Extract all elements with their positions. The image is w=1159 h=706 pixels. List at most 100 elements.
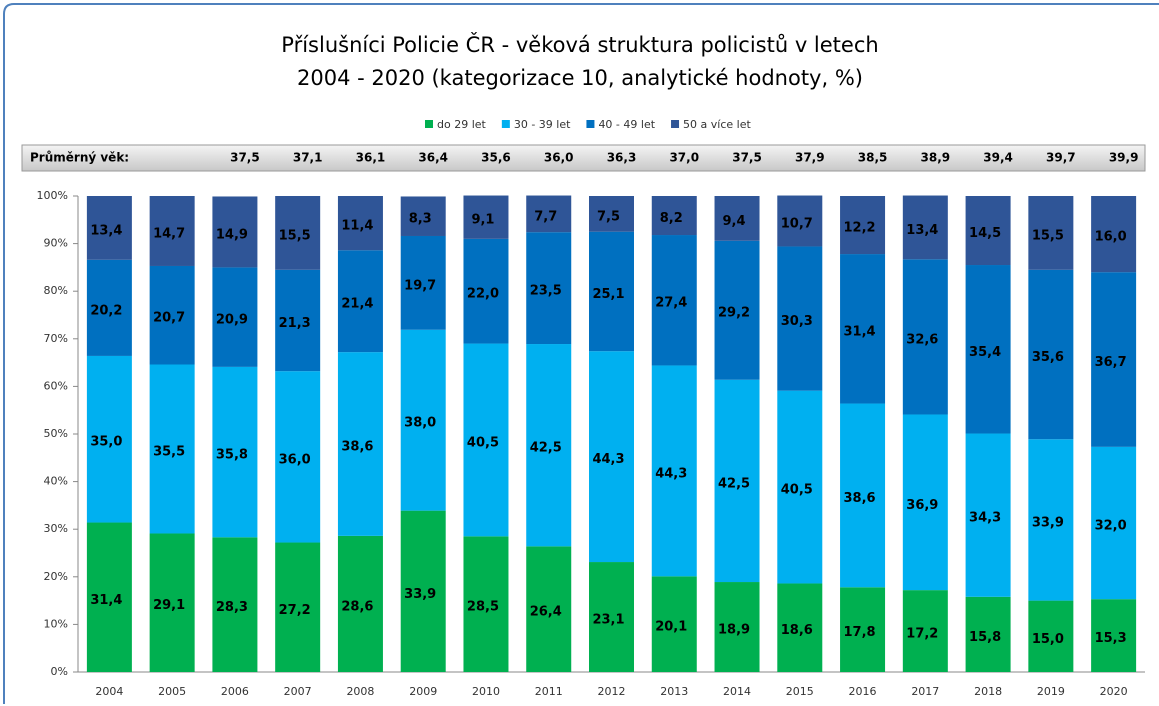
average-age-value: 39,9 — [1109, 151, 1139, 165]
legend-swatch — [425, 120, 433, 128]
x-tick-label: 2020 — [1100, 685, 1128, 698]
data-label: 42,5 — [718, 476, 750, 491]
bar-segment — [965, 196, 1011, 266]
bar-segment — [840, 587, 886, 672]
data-label: 8,2 — [660, 211, 683, 226]
bar-segment — [1091, 272, 1137, 447]
bar-segment — [1091, 599, 1137, 672]
bar-segment — [149, 364, 195, 534]
bar-segment — [902, 259, 948, 415]
legend-swatch — [501, 120, 510, 128]
x-tick-label: 2018 — [974, 685, 1002, 698]
data-label: 28,6 — [341, 599, 373, 614]
bar-segment — [86, 196, 132, 260]
bar-segment — [589, 196, 634, 232]
average-age-value: 36,4 — [418, 151, 448, 165]
bar-segment — [1091, 196, 1137, 273]
x-tick-label: 2017 — [911, 685, 939, 698]
data-label: 9,4 — [723, 214, 746, 229]
bar-segment — [589, 351, 634, 563]
average-age-value: 38,5 — [858, 151, 888, 165]
y-tick-label: 30% — [44, 522, 68, 535]
data-label: 9,1 — [471, 213, 494, 228]
bar-segment — [212, 196, 258, 268]
data-label: 36,7 — [1095, 355, 1127, 370]
bar-segment — [714, 240, 760, 380]
data-label: 15,0 — [1032, 632, 1064, 647]
x-tick-label: 2010 — [472, 685, 500, 698]
data-label: 44,3 — [592, 452, 624, 467]
data-label: 26,4 — [530, 605, 562, 620]
data-label: 15,5 — [279, 228, 311, 243]
y-tick-label: 10% — [44, 617, 68, 630]
data-label: 20,2 — [90, 303, 122, 318]
y-tick-label: 100% — [37, 189, 68, 202]
bar-segment — [400, 510, 446, 672]
data-label: 7,7 — [534, 209, 557, 224]
data-label: 27,4 — [655, 296, 687, 311]
bar-segment — [337, 352, 383, 536]
bar-segment — [149, 265, 195, 365]
data-label: 7,5 — [597, 209, 620, 224]
bar-segment — [714, 582, 760, 672]
average-age-value: 36,1 — [356, 151, 386, 165]
data-label: 21,4 — [341, 297, 373, 312]
data-label: 15,3 — [1095, 631, 1127, 646]
legend-label: 40 - 49 let — [598, 118, 655, 131]
data-label: 29,1 — [153, 598, 185, 613]
bar-segment — [526, 195, 572, 233]
bar-segment — [149, 533, 195, 672]
chart-title: 2004 - 2020 (kategorizace 10, analytické… — [297, 66, 863, 90]
data-label: 31,4 — [844, 324, 876, 339]
y-tick-label: 0% — [51, 665, 68, 678]
legend-label: 50 a více let — [683, 118, 751, 131]
bar-segment — [965, 265, 1011, 434]
data-label: 44,3 — [655, 466, 687, 481]
legend-swatch — [586, 120, 595, 128]
data-label: 22,0 — [467, 287, 499, 302]
data-label: 17,2 — [906, 627, 938, 642]
legend-label: 30 - 39 let — [514, 118, 571, 131]
bar-segment — [777, 390, 823, 584]
data-label: 35,6 — [1032, 350, 1064, 365]
data-label: 8,3 — [409, 212, 432, 227]
x-tick-label: 2009 — [409, 685, 437, 698]
data-label: 16,0 — [1095, 230, 1127, 245]
average-age-row — [21, 144, 1146, 172]
data-label: 35,4 — [969, 345, 1001, 360]
average-age-value: 35,6 — [481, 151, 511, 165]
data-label: 19,7 — [404, 278, 436, 293]
bar-segment — [526, 546, 572, 672]
bar-segment — [777, 195, 823, 247]
bar-segment — [902, 195, 948, 260]
data-label: 31,4 — [90, 593, 122, 608]
y-tick-label: 70% — [44, 332, 68, 345]
bar-segment — [589, 231, 634, 352]
data-label: 20,9 — [216, 313, 248, 328]
bar-segment — [400, 196, 446, 236]
bar-segment — [86, 259, 132, 356]
data-label: 28,3 — [216, 600, 248, 615]
x-tick-label: 2016 — [849, 685, 877, 698]
average-age-value: 37,5 — [732, 151, 762, 165]
bar-segment — [337, 250, 383, 353]
bar-segment — [1028, 196, 1074, 270]
data-label: 27,2 — [279, 603, 311, 618]
data-label: 15,5 — [1032, 228, 1064, 243]
data-label: 17,8 — [844, 625, 876, 640]
bar-segment — [212, 537, 258, 672]
bar-segment — [1091, 446, 1137, 600]
data-label: 23,1 — [592, 613, 624, 628]
bar-segment — [714, 196, 760, 241]
x-tick-label: 2015 — [786, 685, 814, 698]
data-label: 38,6 — [341, 439, 373, 454]
data-label: 20,1 — [655, 620, 687, 635]
data-label: 25,1 — [592, 287, 624, 302]
data-label: 18,6 — [781, 623, 813, 638]
bar-segment — [400, 329, 446, 511]
average-age-value: 37,1 — [293, 151, 323, 165]
y-tick-label: 20% — [44, 570, 68, 583]
data-label: 33,9 — [1032, 515, 1064, 530]
bar-segment — [965, 433, 1011, 597]
y-tick-label: 40% — [44, 475, 68, 488]
